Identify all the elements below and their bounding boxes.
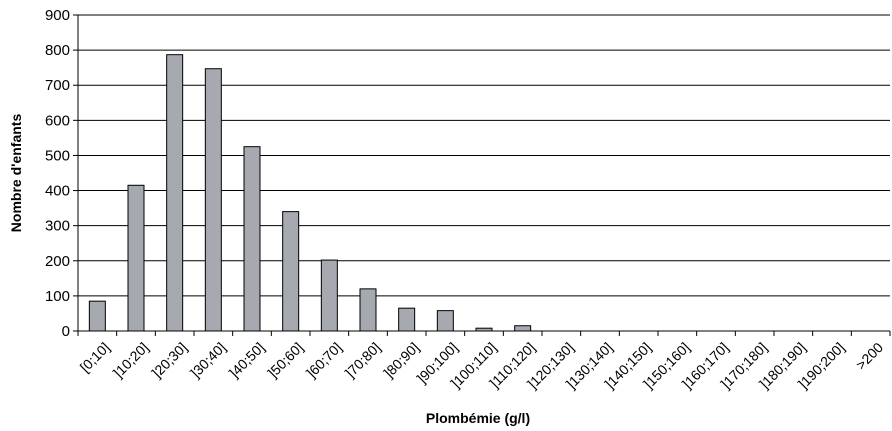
- y-axis-title: Nombre d'enfants: [8, 114, 24, 233]
- y-tick-label: 200: [45, 253, 70, 270]
- x-tick-label: ]50;60]: [265, 339, 307, 381]
- y-tick-label: 500: [45, 147, 70, 164]
- x-tick-label: ]60;70]: [303, 339, 345, 381]
- x-tick-label: ]70;80]: [342, 339, 384, 381]
- bar-8: [398, 307, 416, 332]
- bar-9: [436, 310, 454, 332]
- y-tick-labels: 0 100 200 300 400 500 600 700 800 900: [45, 7, 70, 340]
- y-tick-label: 100: [45, 288, 70, 305]
- x-tick-labels: [0;10]]10;20]]20;30]]30;40]]40;50]]50;60…: [77, 339, 887, 392]
- y-tick-label: 600: [45, 112, 70, 129]
- y-tick-label: 300: [45, 218, 70, 235]
- bar-1: [127, 184, 145, 332]
- x-tick-label: [0;10]: [77, 339, 113, 375]
- gridlines: [78, 14, 890, 297]
- bar-7: [359, 288, 377, 332]
- x-tick-label: >200: [853, 339, 887, 373]
- bar-4: [243, 146, 261, 332]
- bar-2: [166, 54, 184, 332]
- axes: [73, 14, 891, 336]
- y-tick-label: 700: [45, 77, 70, 94]
- bar-6: [320, 259, 338, 332]
- y-tick-label: 900: [45, 7, 70, 24]
- x-tick-label: ]40;50]: [226, 339, 268, 381]
- y-tick-label: 400: [45, 183, 70, 200]
- bar-11: [514, 325, 532, 332]
- x-axis-title: Plombémie (g/l): [426, 410, 530, 426]
- y-tick-label: 0: [62, 323, 70, 340]
- bar-5: [282, 211, 300, 332]
- bar-0: [88, 300, 106, 332]
- x-tick-label: ]20;30]: [149, 339, 191, 381]
- x-tick-label: ]30;40]: [187, 339, 229, 381]
- x-tick-label: ]10;20]: [110, 339, 152, 381]
- y-tick-label: 800: [45, 42, 70, 59]
- bars: [88, 54, 532, 332]
- bar-3: [204, 68, 222, 332]
